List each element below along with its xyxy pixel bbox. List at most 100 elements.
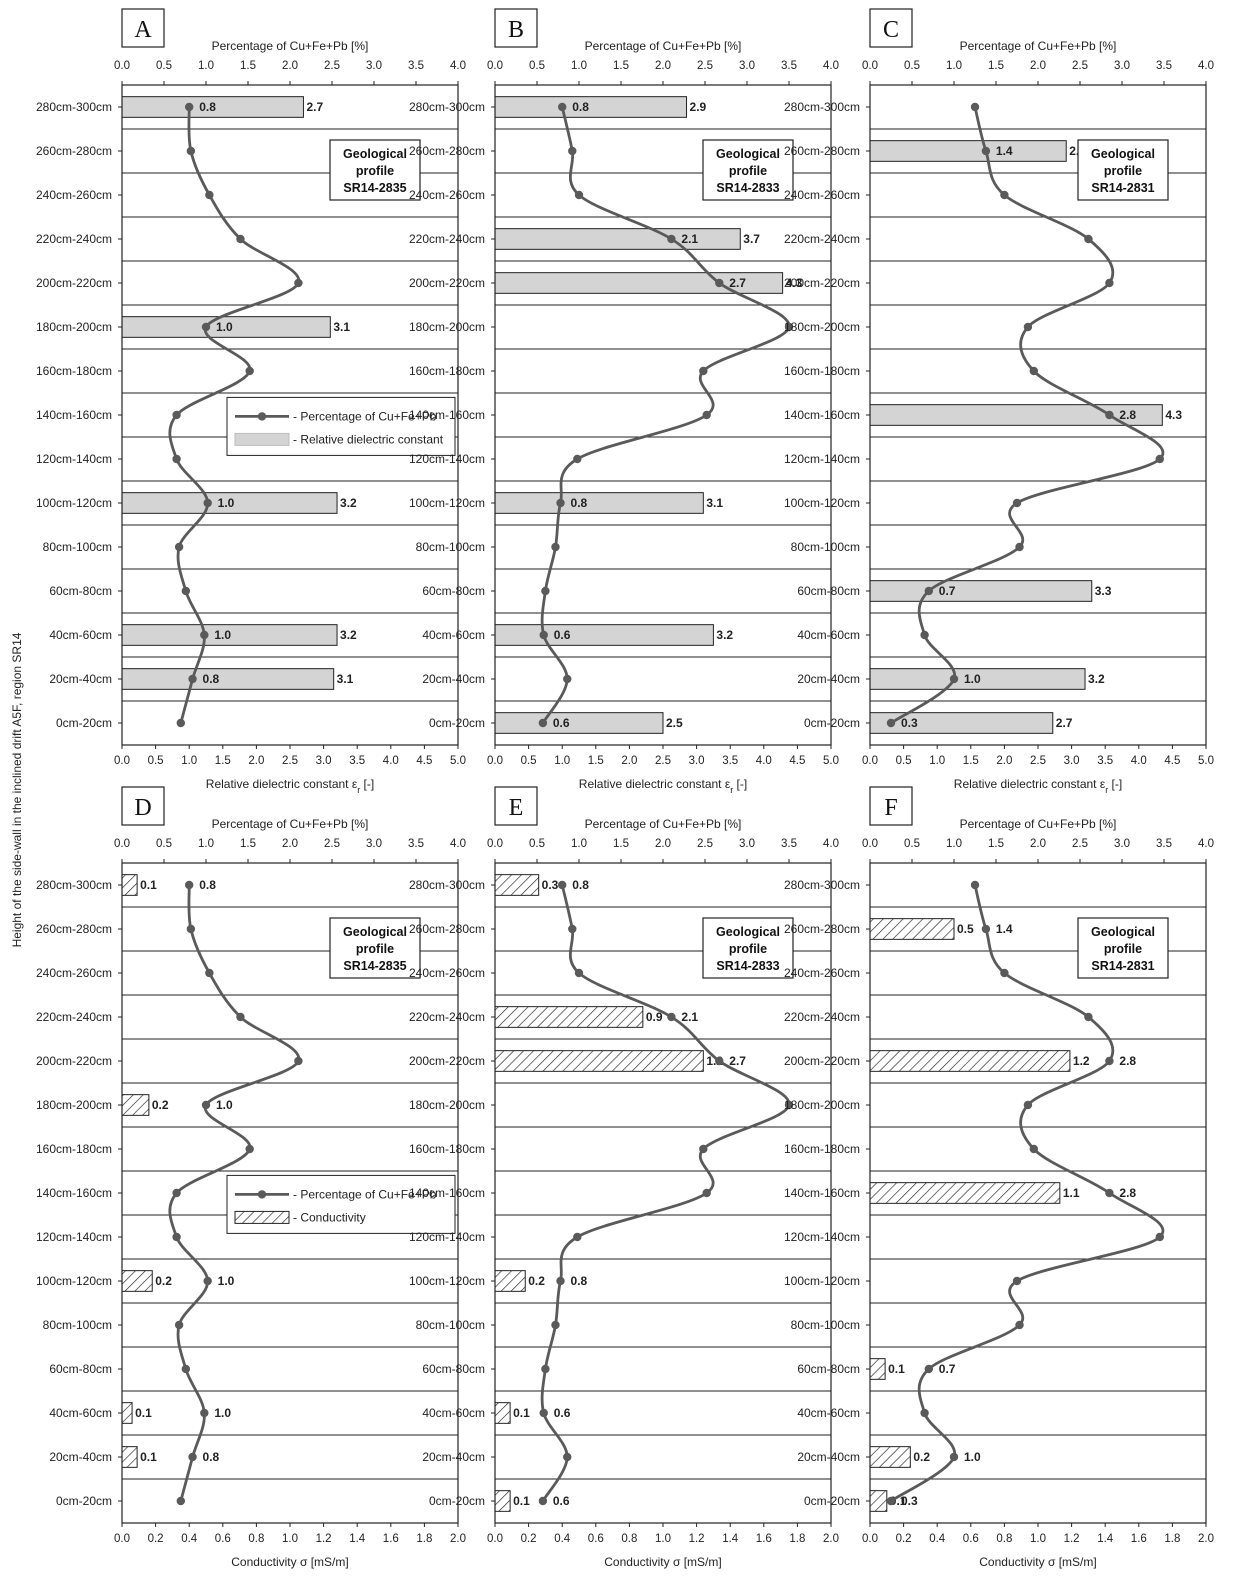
panel-letter-box — [494, 786, 538, 826]
bar-value-label: 4.3 — [1165, 408, 1182, 422]
y-tick-label: 160cm-180cm — [409, 1142, 485, 1156]
top-tick-label: 2.5 — [1072, 60, 1088, 72]
bar-value-label: 3.1 — [333, 320, 350, 334]
line-point — [981, 924, 991, 934]
bar-value-label: 0.1 — [513, 1406, 530, 1420]
bar-value-label: 0.1 — [513, 1494, 530, 1508]
bottom-tick-label: 3.0 — [316, 755, 332, 767]
percentage-line — [168, 106, 300, 724]
top-tick-label: 3.0 — [1114, 60, 1130, 72]
y-tick-label: 40cm-60cm — [49, 1406, 112, 1420]
bottom-tick-label: 2.0 — [450, 1533, 466, 1545]
bottom-tick-label: 0.5 — [896, 755, 912, 767]
y-tick-label: 280cm-300cm — [409, 878, 485, 892]
panel-letter-box — [121, 786, 165, 826]
y-tick-label: 60cm-80cm — [797, 584, 860, 598]
top-tick-label: 3.5 — [408, 838, 424, 850]
bar — [121, 1094, 150, 1116]
y-tick-label: 120cm-140cm — [784, 452, 860, 466]
legend-line-marker — [257, 1190, 267, 1199]
y-tick-label: 220cm-240cm — [36, 232, 112, 246]
y-tick-label: 120cm-140cm — [409, 1230, 485, 1244]
line-point — [1023, 322, 1033, 332]
chart-panel-a: A Percentage of Cu+Fe+Pb [%] 0.0 0.5 1.0 1.5 2… — [36, 8, 466, 795]
top-tick-label: 2.0 — [655, 60, 671, 72]
top-tick-label: 0.5 — [156, 838, 172, 850]
top-tick-label: 4.0 — [823, 838, 839, 850]
bar-value-label: 3.1 — [706, 496, 723, 510]
line-value-label: 0.3 — [901, 1494, 918, 1508]
plot-frame — [869, 862, 1207, 1524]
bottom-tick-label: 0.4 — [181, 1533, 198, 1545]
chart-panel-f: F Percentage of Cu+Fe+Pb [%] 0.0 0.5 1.0 1.5 2… — [784, 786, 1214, 1569]
bottom-tick-label: 2.0 — [823, 1533, 839, 1545]
bar — [869, 712, 1054, 734]
profile-box-line: Geological — [716, 925, 780, 939]
bottom-tick-label: 1.2 — [689, 1533, 705, 1545]
top-tick-label: 1.0 — [946, 60, 962, 72]
bottom-tick-label: 0.0 — [862, 1533, 878, 1545]
bar-value-label: 2.5 — [666, 716, 683, 730]
line-point — [784, 1100, 794, 1110]
bar-value-label: 0.1 — [140, 1450, 157, 1464]
bottom-axis-title-main: Relative dielectric constant ε — [954, 777, 1106, 791]
y-tick-label: 260cm-280cm — [409, 922, 485, 936]
y-tick-label: 140cm-160cm — [409, 1186, 485, 1200]
top-tick-label: 1.0 — [571, 60, 587, 72]
line-point — [886, 718, 896, 728]
profile-box-line: profile — [356, 942, 394, 956]
bottom-tick-label: 0.0 — [114, 755, 130, 767]
bar-value-label: 0.2 — [913, 1450, 930, 1464]
bottom-tick-label: 3.5 — [349, 755, 365, 767]
line-point — [1029, 1144, 1039, 1154]
line-point — [203, 498, 212, 508]
y-tick-label: 60cm-80cm — [49, 584, 112, 598]
bottom-tick-label: 0.0 — [114, 1533, 130, 1545]
line-point — [236, 1012, 245, 1022]
y-tick-label: 100cm-120cm — [409, 1274, 485, 1288]
y-tick-label: 20cm-40cm — [49, 1450, 112, 1464]
top-axis-title: Percentage of Cu+Fe+Pb [%] — [960, 39, 1117, 53]
top-tick-label: 3.0 — [366, 60, 382, 72]
bottom-axis-title-unit: [-] — [1108, 777, 1122, 791]
top-tick-label: 1.0 — [571, 838, 587, 850]
line-point — [920, 1408, 929, 1418]
y-tick-label: 60cm-80cm — [797, 1362, 860, 1376]
y-tick-label: 200cm-220cm — [409, 1054, 485, 1068]
y-tick-label: 40cm-60cm — [797, 1406, 860, 1420]
top-tick-label: 0.0 — [487, 838, 503, 850]
top-tick-label: 1.5 — [240, 60, 256, 72]
line-value-label: 2.8 — [1119, 1186, 1136, 1200]
legend-box — [226, 396, 456, 456]
line-value-label: 0.7 — [939, 584, 956, 598]
top-tick-label: 2.5 — [697, 838, 713, 850]
bottom-axis-title-sub: r — [357, 785, 360, 795]
profile-box — [702, 139, 794, 201]
y-tick-label: 120cm-140cm — [36, 452, 112, 466]
chart-panel-b: B Percentage of Cu+Fe+Pb [%] 0.0 0.5 1.0 1.5 2… — [409, 8, 839, 795]
bar — [869, 918, 955, 940]
bar — [869, 1182, 1061, 1204]
line-point — [245, 1144, 254, 1154]
profile-box-line: profile — [729, 942, 767, 956]
y-tick-label: 160cm-180cm — [784, 1142, 860, 1156]
top-tick-label: 1.0 — [198, 60, 214, 72]
bar-value-label: 3.7 — [743, 232, 760, 246]
y-tick-label: 40cm-60cm — [422, 628, 485, 642]
line-point — [699, 366, 708, 376]
line-point — [573, 454, 582, 464]
y-tick-label: 60cm-80cm — [49, 1362, 112, 1376]
bottom-tick-label: 0.8 — [996, 1533, 1012, 1545]
y-tick-label: 280cm-300cm — [36, 100, 112, 114]
top-tick-label: 4.0 — [450, 838, 466, 850]
bottom-tick-label: 2.5 — [282, 755, 298, 767]
line-point — [538, 1496, 548, 1506]
bar — [494, 228, 741, 250]
chart-panel-d: D Percentage of Cu+Fe+Pb [%] 0.0 0.5 1.0 1.5 2… — [36, 786, 466, 1569]
line-value-label: 2.1 — [681, 1010, 698, 1024]
bottom-tick-label: 0.2 — [148, 1533, 164, 1545]
line-value-label: 1.0 — [964, 1450, 981, 1464]
panel-letter-box — [869, 8, 913, 48]
top-tick-label: 3.0 — [1114, 838, 1130, 850]
